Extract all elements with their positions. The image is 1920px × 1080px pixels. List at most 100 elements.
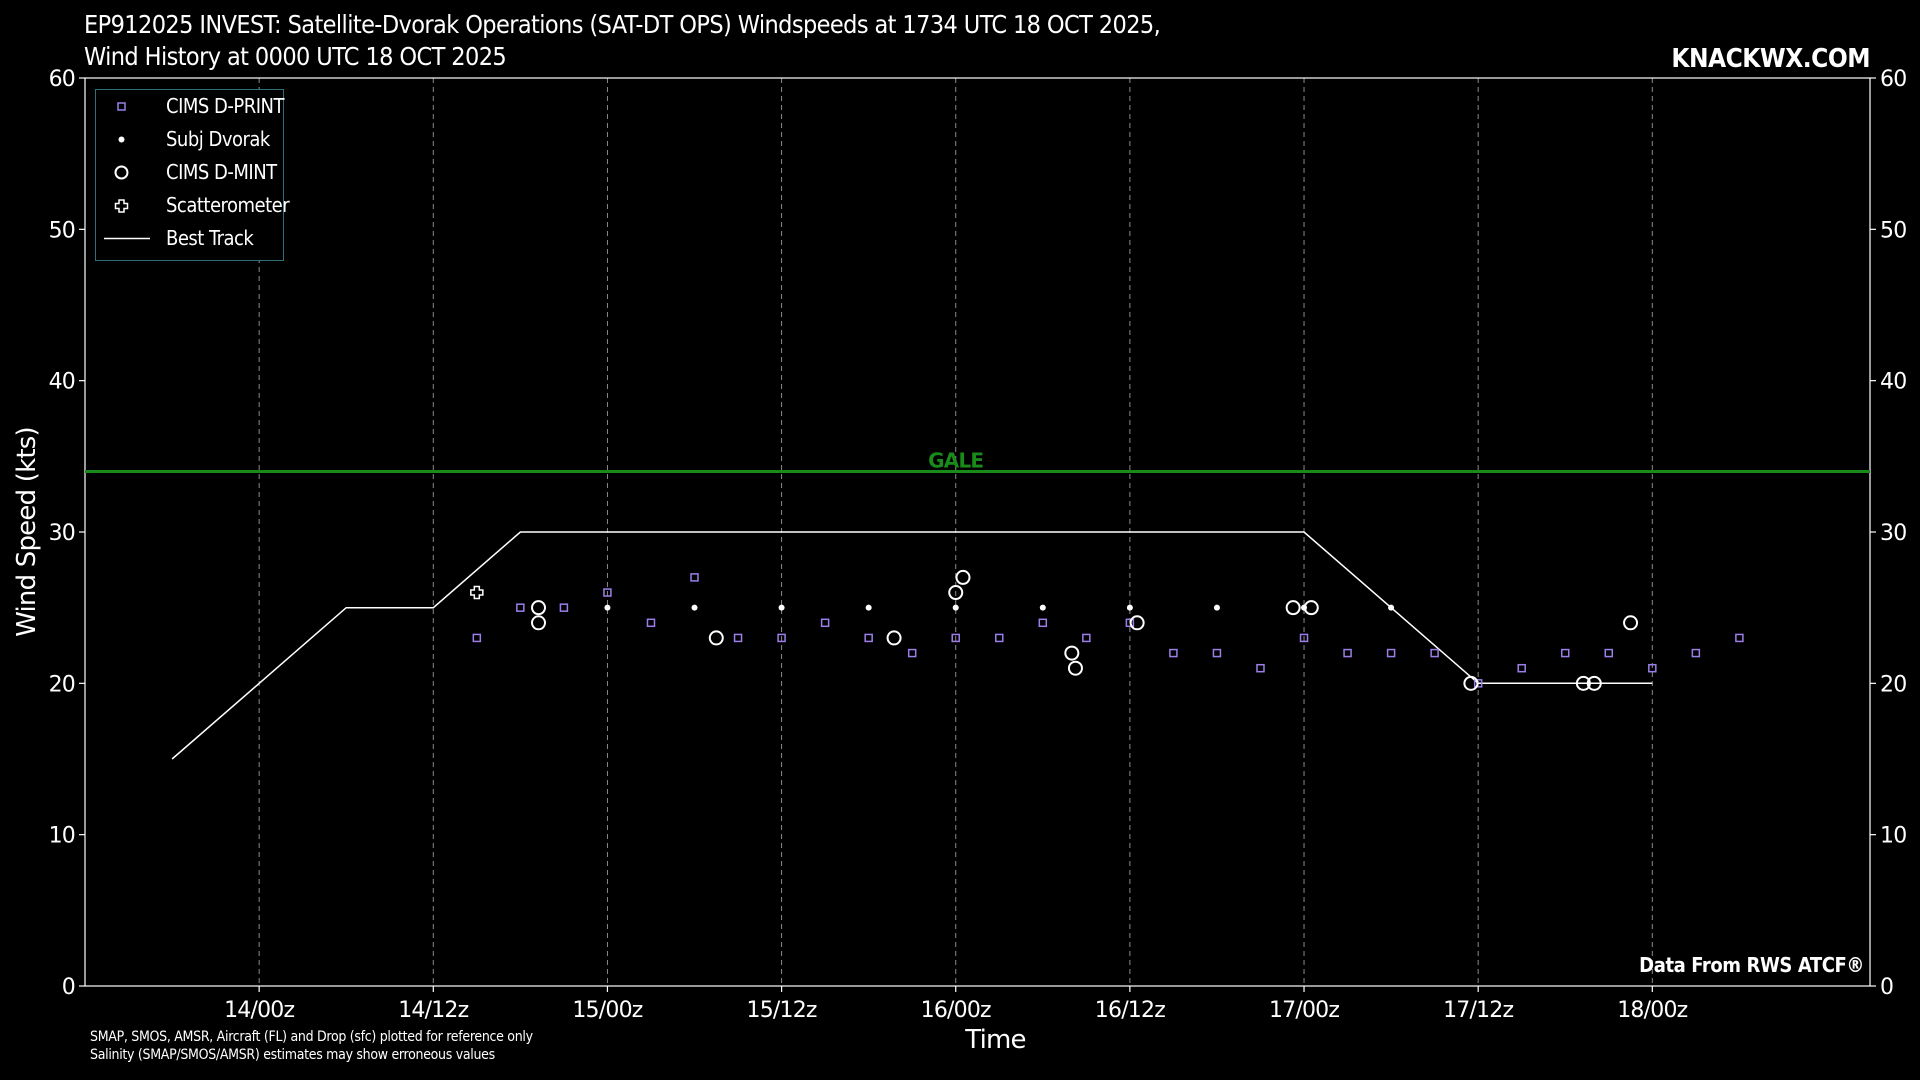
dprint-point (1169, 648, 1178, 658)
x-tick-label: 18/00z (1617, 998, 1687, 1023)
dprint-point (1343, 648, 1352, 658)
x-tick-label: 16/12z (1095, 998, 1165, 1023)
data-points (470, 569, 1744, 691)
subj-dvorak-point (1039, 604, 1046, 611)
dprint-point (1691, 648, 1701, 658)
dmint-point (1067, 660, 1083, 676)
scatterometer-point (470, 585, 484, 600)
dprint-point (1299, 633, 1309, 643)
y-tick-label-left: 10 (49, 824, 75, 849)
y-tick-label-right: 60 (1880, 67, 1906, 92)
subj-dvorak-point (691, 604, 698, 611)
dprint-point (951, 633, 960, 643)
dprint-point (472, 633, 482, 643)
legend-label-subj-dvorak: Subj Dvorak (166, 127, 270, 151)
subj-dvorak-point (778, 604, 785, 611)
x-axis-label: Time (964, 1025, 1025, 1055)
legend-item-best-track: Best Track (96, 224, 281, 254)
dprint-point (1430, 648, 1439, 658)
dprint-point (1125, 618, 1135, 628)
y-tick-label-left: 40 (49, 370, 75, 395)
dprint-point (690, 573, 699, 582)
chart-title-line2: Wind History at 0000 UTC 18 OCT 2025 (84, 42, 507, 71)
x-tick-label: 16/00z (921, 998, 991, 1023)
subj-dvorak-point (1126, 604, 1133, 611)
y-tick-label-left: 50 (49, 218, 75, 243)
axes: 14/00z 14/12z 15/00z 15/12z 16/00z 16/12z 17/0… (12, 67, 1907, 1055)
legend-label-scatterometer: Scatterometer (166, 193, 290, 217)
dprint-point (1082, 633, 1091, 643)
dmint-point (1129, 615, 1145, 631)
dprint-point (907, 648, 917, 658)
dmint-point (955, 569, 971, 585)
dprint-point (1038, 618, 1048, 628)
x-tick-label: 15/12z (747, 998, 817, 1023)
dmint-point (1463, 675, 1479, 691)
dprint-point (777, 633, 786, 643)
x-tick-label: 14/12z (398, 998, 468, 1023)
legend-item-dmint: CIMS D-MINT (96, 158, 281, 188)
dmint-point (1285, 600, 1301, 616)
dprint-point (1604, 648, 1614, 658)
y-tick-label-right: 10 (1880, 824, 1906, 849)
plus-marker-icon (114, 199, 129, 213)
dmint-point (948, 585, 964, 601)
legend-label-dprint: CIMS D-PRINT (166, 94, 284, 118)
data-source-label: Data From RWS ATCF® (1639, 953, 1864, 977)
y-tick-label-left: 60 (49, 67, 75, 92)
dprint-point (820, 618, 830, 628)
dot-marker-icon (118, 136, 125, 143)
dmint-point (1623, 615, 1639, 631)
subj-dvorak-point (604, 604, 611, 611)
dprint-point (1517, 663, 1526, 673)
dprint-point (1560, 648, 1570, 658)
dmint-point (708, 630, 724, 646)
subj-dvorak-point (952, 604, 959, 611)
square-marker-icon (117, 102, 126, 111)
y-tick-label-right: 0 (1880, 975, 1893, 1000)
dprint-point (864, 633, 873, 643)
y-tick-label-right: 50 (1880, 218, 1906, 243)
x-tick-label: 15/00z (572, 998, 642, 1023)
y-tick-label-left: 20 (49, 672, 75, 697)
y-axis-label: Wind Speed (kts) (12, 427, 42, 637)
subj-dvorak-point (865, 604, 872, 611)
subj-dvorak-point (1213, 604, 1220, 611)
dprint-point (1735, 633, 1744, 643)
x-tick-label: 17/12z (1443, 998, 1513, 1023)
circle-marker-icon (114, 165, 129, 180)
dprint-point (559, 603, 569, 612)
footnote-line2: Salinity (SMAP/SMOS/AMSR) estimates may … (90, 1047, 495, 1063)
dmint-point (1586, 675, 1602, 691)
dprint-point (603, 588, 612, 597)
y-tick-label-right: 30 (1880, 521, 1906, 546)
gale-label: GALE (928, 448, 983, 472)
subj-dvorak-point (1388, 604, 1395, 611)
dprint-point (1648, 663, 1657, 673)
y-tick-label-right: 20 (1880, 672, 1906, 697)
dprint-point (646, 618, 656, 628)
dprint-point (516, 603, 525, 612)
x-tick-label: 14/00z (224, 998, 294, 1023)
dprint-point (1212, 648, 1222, 658)
dprint-point (1386, 648, 1396, 658)
chart-legend: CIMS D-PRINT Subj Dvorak CIMS D-MINT Sca… (95, 89, 290, 261)
line-marker-icon (104, 237, 150, 240)
legend-item-scatterometer: Scatterometer (96, 191, 290, 221)
dmint-point (531, 600, 547, 616)
legend-item-dprint: CIMS D-PRINT (96, 92, 284, 122)
legend-label-best-track: Best Track (166, 226, 254, 250)
dprint-point (733, 633, 743, 643)
dprint-point (995, 633, 1004, 643)
dmint-point (1064, 645, 1080, 661)
chart-title-line1: EP912025 INVEST: Satellite-Dvorak Operat… (84, 10, 1161, 39)
dprint-point (1473, 679, 1483, 688)
gale-reference: GALE (85, 448, 1870, 473)
legend-label-dmint: CIMS D-MINT (166, 160, 277, 184)
dmint-point (531, 615, 547, 631)
brand-watermark: KNACKWX.COM (1671, 44, 1870, 74)
y-tick-label-right: 40 (1880, 370, 1906, 395)
dprint-point (1256, 663, 1265, 673)
footnote-line1: SMAP, SMOS, AMSR, Aircraft (FL) and Drop… (90, 1029, 533, 1045)
